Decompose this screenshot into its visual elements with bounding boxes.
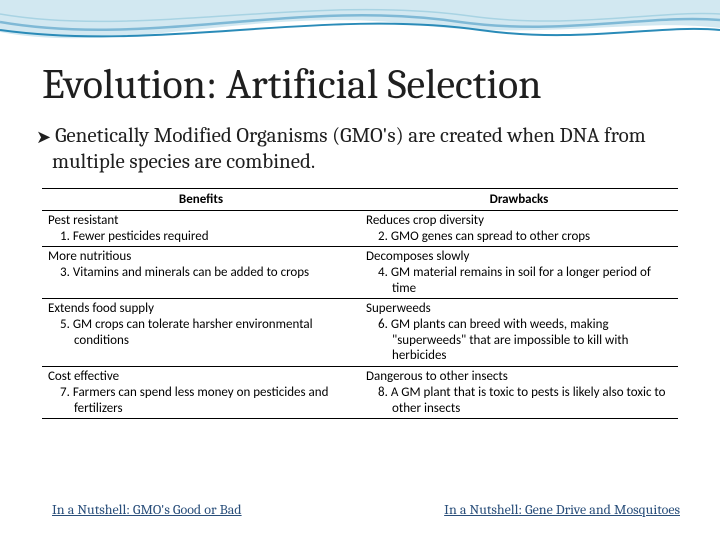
drawback-sub: 2. GMO genes can spread to other crops: [366, 229, 672, 245]
table-row: Pest resistant 1. Fewer pesticides requi…: [42, 210, 678, 247]
table-row: Cost effective 7. Farmers can spend less…: [42, 367, 678, 419]
benefit-sub: 7. Farmers can spend less money on pesti…: [48, 385, 354, 416]
col-header-drawbacks: Drawbacks: [360, 188, 678, 210]
benefit-head: Cost effective: [48, 369, 354, 384]
table-row: Extends food supply 5. GM crops can tole…: [42, 299, 678, 367]
comparison-table: Benefits Drawbacks Pest resistant 1. Few…: [42, 188, 678, 420]
slide-content: Evolution: Artificial Selection ➤Genetic…: [0, 0, 720, 419]
table-row: More nutritious 3. Vitamins and minerals…: [42, 247, 678, 299]
bullet-icon: ➤: [36, 127, 51, 147]
col-header-benefits: Benefits: [42, 188, 360, 210]
drawback-sub: 4. GM material remains in soil for a lon…: [366, 265, 672, 296]
footer-links: In a Nutshell: GMO's Good or Bad In a Nu…: [52, 501, 680, 518]
benefit-sub: 1. Fewer pesticides required: [48, 229, 354, 245]
link-gene-drive[interactable]: In a Nutshell: Gene Drive and Mosquitoes: [444, 501, 680, 518]
drawback-head: Reduces crop diversity: [366, 213, 672, 228]
benefit-sub: 3. Vitamins and minerals can be added to…: [48, 265, 354, 281]
drawback-head: Decomposes slowly: [366, 249, 672, 264]
drawback-sub: 6. GM plants can breed with weeds, makin…: [366, 317, 672, 364]
benefit-head: More nutritious: [48, 249, 354, 264]
drawback-sub: 8. A GM plant that is toxic to pests is …: [366, 385, 672, 416]
drawback-head: Dangerous to other insects: [366, 369, 672, 384]
link-gmo-nutshell[interactable]: In a Nutshell: GMO's Good or Bad: [52, 501, 242, 518]
page-title: Evolution: Artificial Selection: [42, 60, 678, 109]
intro-text: ➤Genetically Modified Organisms (GMO's) …: [42, 123, 678, 176]
intro-body: Genetically Modified Organisms (GMO's) a…: [52, 124, 646, 174]
drawback-head: Superweeds: [366, 301, 672, 316]
benefit-head: Extends food supply: [48, 301, 354, 316]
benefit-sub: 5. GM crops can tolerate harsher environ…: [48, 317, 354, 348]
benefit-head: Pest resistant: [48, 213, 354, 228]
